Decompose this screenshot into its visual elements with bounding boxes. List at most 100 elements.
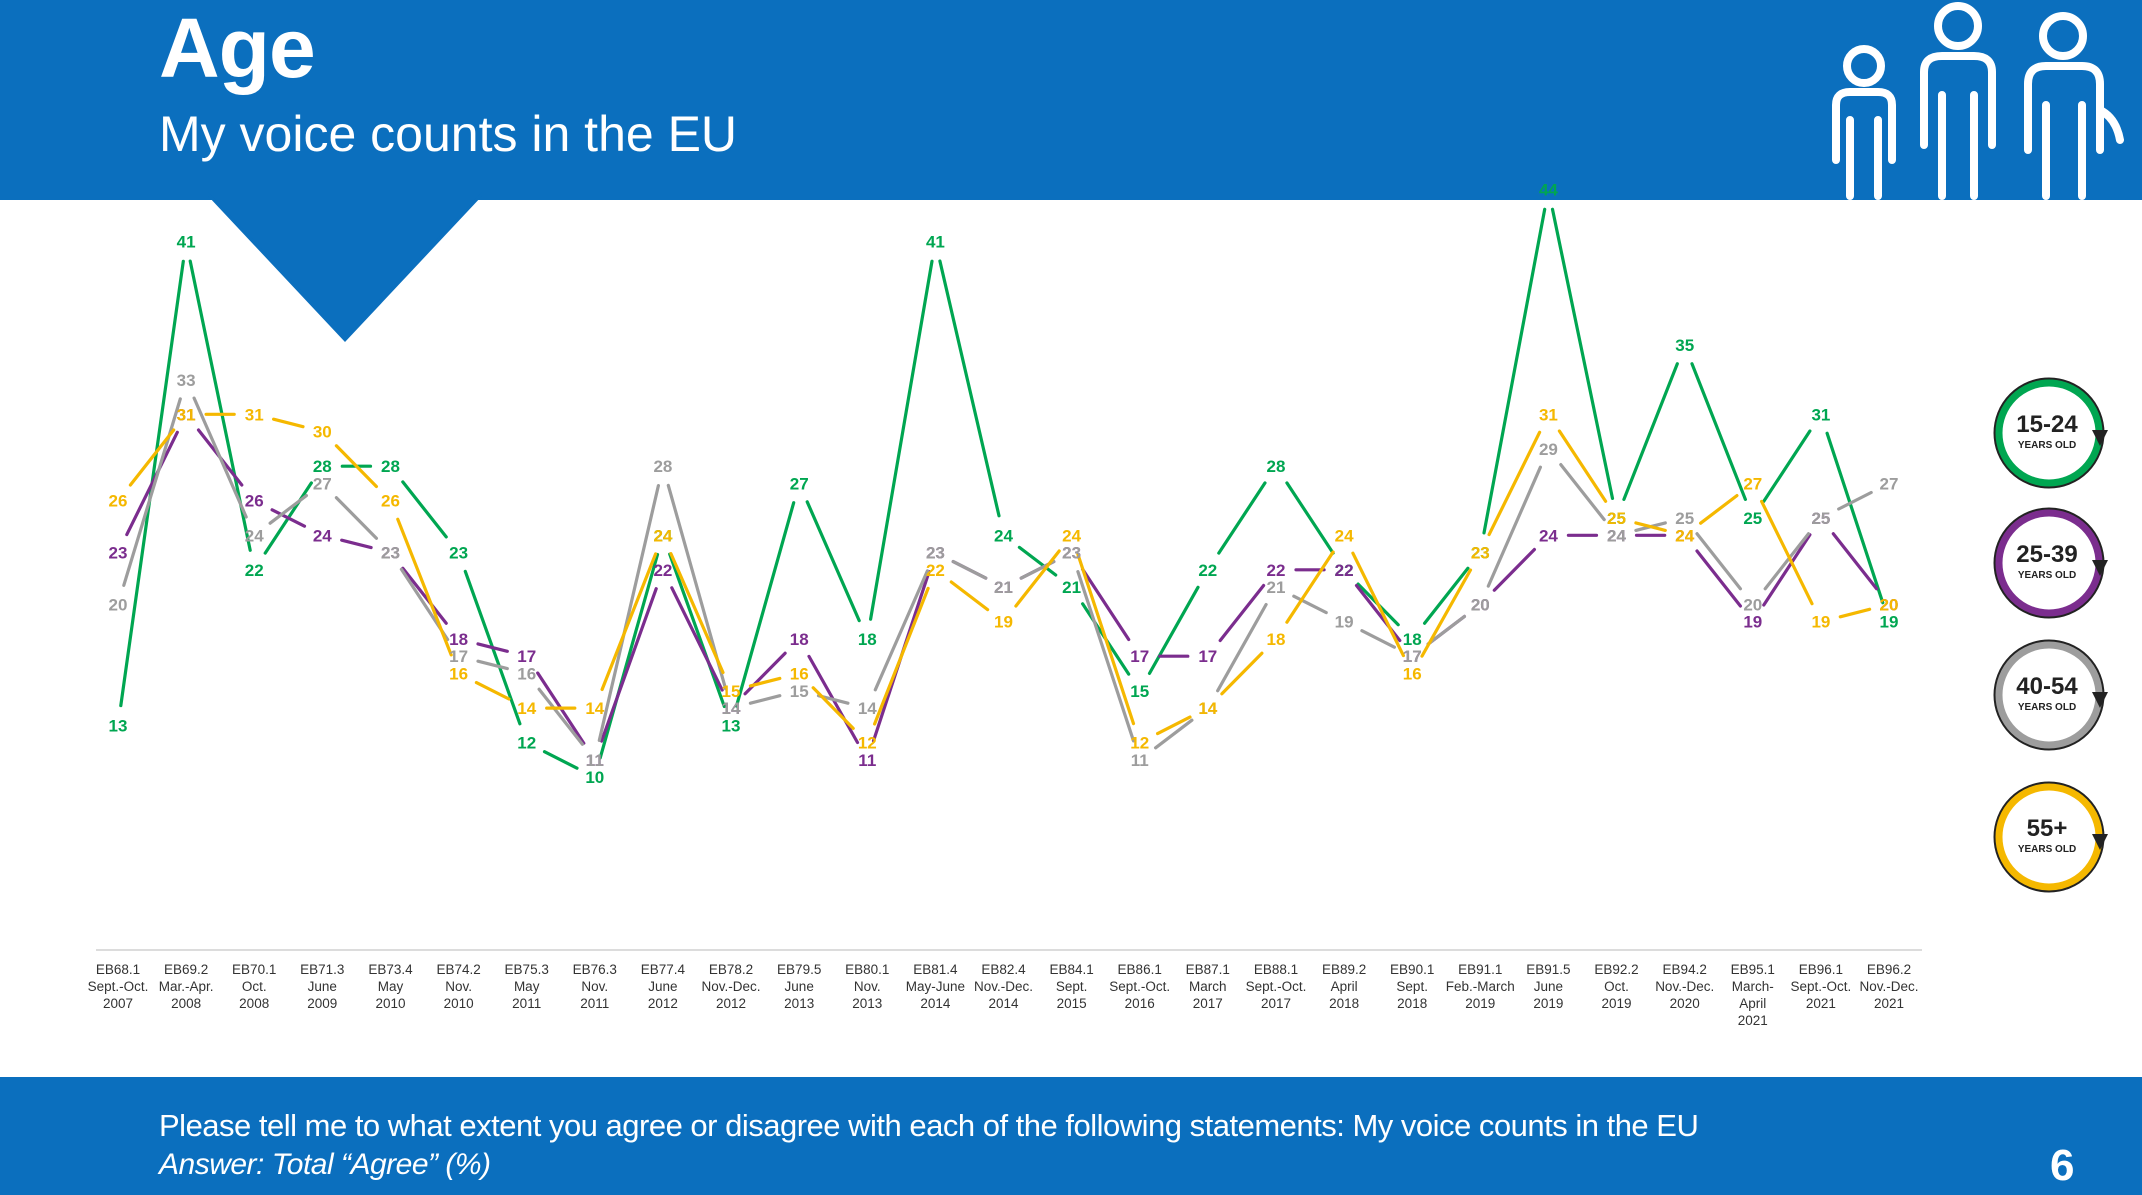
series-15-24-segment bbox=[805, 500, 861, 623]
series-55--segment bbox=[334, 444, 378, 489]
series-40-54-segment bbox=[334, 496, 378, 540]
data-label-15-24: 18 bbox=[1403, 630, 1422, 649]
data-label-25-39: 23 bbox=[381, 544, 400, 563]
series-15-24-segment bbox=[1622, 362, 1679, 501]
legend-label: 40-54 bbox=[2016, 673, 2078, 700]
series-25-39-segment bbox=[599, 587, 658, 743]
data-label-55-: 19 bbox=[994, 613, 1013, 632]
data-label-55-: 18 bbox=[1267, 630, 1286, 649]
x-tick-label: EB95.1 March-April 2021 bbox=[1731, 962, 1775, 1028]
data-label-15-24: 41 bbox=[926, 233, 945, 252]
legend-badge-40-54: 40-54 YEARS OLD bbox=[1993, 639, 2108, 751]
x-tick-label: EB70.1 Oct. 2008 bbox=[232, 962, 276, 1011]
series-40-54-segment bbox=[1763, 532, 1811, 591]
series-25-39-segment bbox=[476, 642, 509, 653]
data-label-55-: 12 bbox=[1130, 734, 1149, 753]
series-15-24-segment bbox=[1550, 207, 1615, 500]
series-40-54-segment bbox=[1153, 718, 1194, 750]
series-40-54-segment bbox=[537, 687, 585, 746]
data-label-25-39: 23 bbox=[1062, 544, 1081, 563]
legend-badge-15-24: 15-24 YEARS OLD bbox=[1993, 377, 2108, 489]
series-25-39-segment bbox=[270, 508, 307, 528]
legend-sublabel: YEARS OLD bbox=[2018, 844, 2076, 855]
series-55--segment bbox=[1759, 499, 1814, 606]
data-label-55-: 26 bbox=[109, 492, 128, 511]
data-label-25-39: 26 bbox=[245, 492, 264, 511]
x-tick-label: EB73.4 May 2010 bbox=[368, 962, 413, 1011]
x-tick-label: EB71.3 June 2009 bbox=[300, 962, 344, 1011]
series-15-24-segment bbox=[1762, 429, 1812, 503]
series-40-54 bbox=[122, 396, 1873, 750]
data-label-40-54: 17 bbox=[1403, 647, 1422, 666]
series-55--segment bbox=[748, 676, 782, 688]
series-25-39-segment bbox=[1492, 547, 1537, 592]
series-55--segment bbox=[128, 428, 176, 487]
data-label-25-39: 23 bbox=[109, 544, 128, 563]
series-55--segment bbox=[872, 586, 930, 726]
legend-sublabel: YEARS OLD bbox=[2018, 440, 2076, 451]
data-label-25-39: 18 bbox=[790, 630, 809, 649]
page-number: 6 bbox=[2050, 1141, 2075, 1190]
series-40-54-segment bbox=[1360, 629, 1397, 649]
series-40-54-segment bbox=[1559, 463, 1606, 522]
series-15-24-segment bbox=[1825, 431, 1885, 605]
data-label-40-54: 14 bbox=[858, 699, 877, 718]
series-55--segment bbox=[1838, 607, 1872, 619]
legend-label: 15-24 bbox=[2016, 411, 2078, 438]
legend-sublabel: YEARS OLD bbox=[2018, 702, 2076, 713]
series-40-54-segment bbox=[748, 694, 782, 705]
series-25-39-segment bbox=[1080, 567, 1131, 642]
data-label-55-: 14 bbox=[1198, 699, 1217, 718]
data-label-15-24: 18 bbox=[858, 630, 877, 649]
data-label-25-39: 24 bbox=[313, 526, 332, 545]
x-tick-label: EB80.1 Nov. 2013 bbox=[845, 962, 889, 1011]
x-tick-label: EB94.2 Nov.-Dec. 2020 bbox=[1655, 962, 1714, 1011]
data-label-40-54: 15 bbox=[790, 682, 809, 701]
data-label-40-54: 19 bbox=[1335, 613, 1354, 632]
data-label-25-39: 22 bbox=[1267, 561, 1286, 580]
data-label-40-54: 20 bbox=[1743, 595, 1762, 614]
x-tick-label: EB87.1 March 2017 bbox=[1186, 962, 1230, 1011]
x-tick-label: EB69.2 Mar.-Apr. 2008 bbox=[159, 962, 214, 1011]
data-label-55-: 24 bbox=[1062, 526, 1081, 545]
data-label-layer: 13 41 22 28 28 23 12 10 24 13 27 18 41 24 21 15 22 28 22 18… bbox=[109, 181, 1899, 788]
series-40-54-segment bbox=[122, 397, 182, 587]
legend-label: 25-39 bbox=[2016, 541, 2077, 568]
x-tick-label: EB78.2 Nov.-Dec. 2012 bbox=[701, 962, 760, 1011]
data-label-25-39: 22 bbox=[1335, 561, 1354, 580]
series-15-24-segment bbox=[1482, 207, 1547, 535]
data-label-40-54: 29 bbox=[1539, 440, 1558, 459]
series-40-54-segment bbox=[1695, 532, 1743, 591]
data-label-25-39: 24 bbox=[1607, 526, 1626, 545]
series-55--segment bbox=[1351, 551, 1406, 658]
data-label-25-39: 11 bbox=[586, 751, 604, 770]
series-55--segment bbox=[1076, 552, 1136, 726]
series-55--segment bbox=[669, 551, 725, 675]
data-label-15-24: 19 bbox=[1880, 613, 1899, 632]
series-55--segment bbox=[1014, 549, 1061, 608]
x-tick-label: EB82.4 Nov.-Dec. 2014 bbox=[974, 962, 1033, 1011]
data-label-25-39: 25 bbox=[1811, 509, 1830, 528]
data-label-55-: 14 bbox=[517, 699, 536, 718]
series-15-24-segment bbox=[1690, 362, 1748, 501]
data-label-55-: 31 bbox=[1539, 405, 1558, 424]
data-label-40-54: 11 bbox=[586, 751, 604, 770]
data-label-55-: 24 bbox=[653, 526, 672, 545]
data-label-15-24: 22 bbox=[1198, 561, 1217, 580]
data-label-25-39: 17 bbox=[1130, 647, 1149, 666]
series-15-24-segment bbox=[734, 501, 796, 708]
data-label-40-54: 27 bbox=[1880, 474, 1899, 493]
data-label-25-39: 31 bbox=[177, 405, 196, 424]
data-label-40-54: 14 bbox=[1198, 699, 1217, 718]
series-55--segment bbox=[1634, 521, 1667, 533]
x-tick-label: EB77.4 June 2012 bbox=[641, 962, 686, 1011]
data-label-15-24: 13 bbox=[109, 716, 128, 735]
data-label-25-39: 14 bbox=[722, 699, 741, 718]
x-tick-label: EB68.1 Sept.-Oct. 2007 bbox=[88, 962, 149, 1011]
series-25-39-segment bbox=[1218, 583, 1266, 643]
data-label-25-39: 17 bbox=[517, 647, 536, 666]
x-tick-label: EB84.1 Sept. 2015 bbox=[1049, 962, 1093, 1011]
data-label-40-54: 25 bbox=[1811, 509, 1830, 528]
data-label-40-54: 28 bbox=[653, 457, 672, 476]
